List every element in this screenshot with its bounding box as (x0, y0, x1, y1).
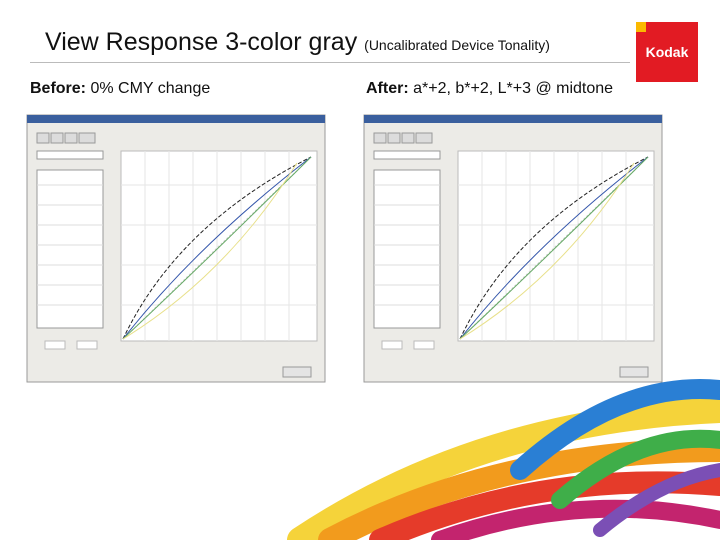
caption-text: a*+2, b*+2, L*+3 @ midtone (413, 80, 614, 97)
caption-label: After: (366, 80, 409, 97)
title-text: View Response 3-color gray (45, 28, 358, 56)
caption-text: 0% CMY change (90, 80, 211, 97)
title-rule (30, 62, 630, 63)
logo: Kodak (636, 22, 698, 82)
screenshot-after (363, 114, 663, 383)
caption-after: After: a*+2, b*+2, L*+3 @ midtone (366, 80, 613, 98)
title: View Response 3-color gray (Uncalibrated… (45, 28, 550, 57)
screenshot-before (26, 114, 326, 383)
ribbons (287, 379, 720, 540)
caption-label: Before: (30, 80, 87, 97)
subtitle: (Uncalibrated Device Tonality) (364, 37, 550, 53)
caption-before: Before: 0% CMY change (30, 80, 210, 98)
